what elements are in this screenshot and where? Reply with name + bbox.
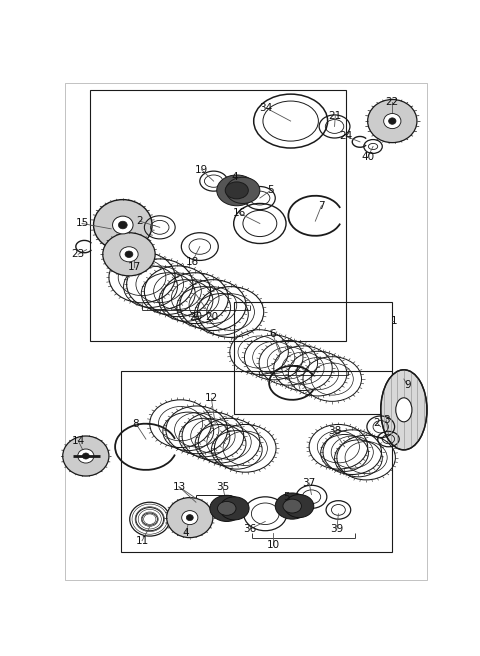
Text: 10: 10 <box>266 540 279 550</box>
Text: 18: 18 <box>185 257 199 267</box>
Text: 36: 36 <box>243 524 256 534</box>
Text: 39: 39 <box>330 524 344 534</box>
Text: 35: 35 <box>216 482 229 492</box>
Ellipse shape <box>210 495 244 522</box>
Text: 24: 24 <box>339 131 353 142</box>
Text: 38: 38 <box>328 426 341 436</box>
Text: 20: 20 <box>205 312 219 322</box>
Text: 34: 34 <box>259 103 273 113</box>
Text: 1: 1 <box>391 316 397 326</box>
Text: 9: 9 <box>404 380 411 390</box>
Ellipse shape <box>167 498 213 538</box>
Text: 22: 22 <box>385 97 399 107</box>
Ellipse shape <box>389 118 396 124</box>
Bar <box>90 91 346 340</box>
Ellipse shape <box>94 199 152 251</box>
Text: 6: 6 <box>270 329 276 339</box>
Text: 7: 7 <box>292 365 299 375</box>
Ellipse shape <box>112 216 133 234</box>
Ellipse shape <box>396 398 412 422</box>
Text: 2: 2 <box>136 216 143 226</box>
Ellipse shape <box>285 495 314 518</box>
Ellipse shape <box>217 175 257 206</box>
Ellipse shape <box>186 514 193 521</box>
Text: 19: 19 <box>195 165 208 174</box>
Text: 40: 40 <box>361 152 374 162</box>
Text: 14: 14 <box>72 436 85 445</box>
Text: 7: 7 <box>318 201 325 211</box>
Ellipse shape <box>226 177 260 203</box>
Ellipse shape <box>368 100 417 142</box>
Text: 4: 4 <box>182 528 189 538</box>
Ellipse shape <box>384 113 401 129</box>
Ellipse shape <box>381 370 427 450</box>
Ellipse shape <box>120 247 138 262</box>
Ellipse shape <box>125 251 133 258</box>
Text: 20: 20 <box>190 312 203 322</box>
Text: 13: 13 <box>172 482 186 492</box>
Text: 5: 5 <box>283 492 289 502</box>
Ellipse shape <box>83 453 89 459</box>
Text: 16: 16 <box>233 209 246 218</box>
Text: 5: 5 <box>267 186 274 195</box>
Ellipse shape <box>225 182 248 199</box>
Text: 11: 11 <box>135 536 149 546</box>
Text: 37: 37 <box>302 478 316 488</box>
Bar <box>234 302 392 414</box>
Ellipse shape <box>78 449 94 463</box>
Ellipse shape <box>182 510 198 525</box>
Ellipse shape <box>283 499 301 513</box>
Text: 3: 3 <box>383 415 389 425</box>
Ellipse shape <box>63 436 109 476</box>
Ellipse shape <box>119 221 127 229</box>
Text: 23: 23 <box>72 249 85 259</box>
Text: 15: 15 <box>75 218 89 228</box>
Ellipse shape <box>217 501 236 516</box>
Ellipse shape <box>220 497 249 520</box>
Text: 8: 8 <box>132 419 139 428</box>
Text: 2: 2 <box>373 418 380 428</box>
Text: 17: 17 <box>128 262 141 272</box>
Bar <box>121 371 392 552</box>
Text: 21: 21 <box>329 111 342 121</box>
Text: 4: 4 <box>232 173 239 182</box>
Text: 12: 12 <box>205 393 218 403</box>
Ellipse shape <box>103 233 155 276</box>
Ellipse shape <box>275 493 309 519</box>
